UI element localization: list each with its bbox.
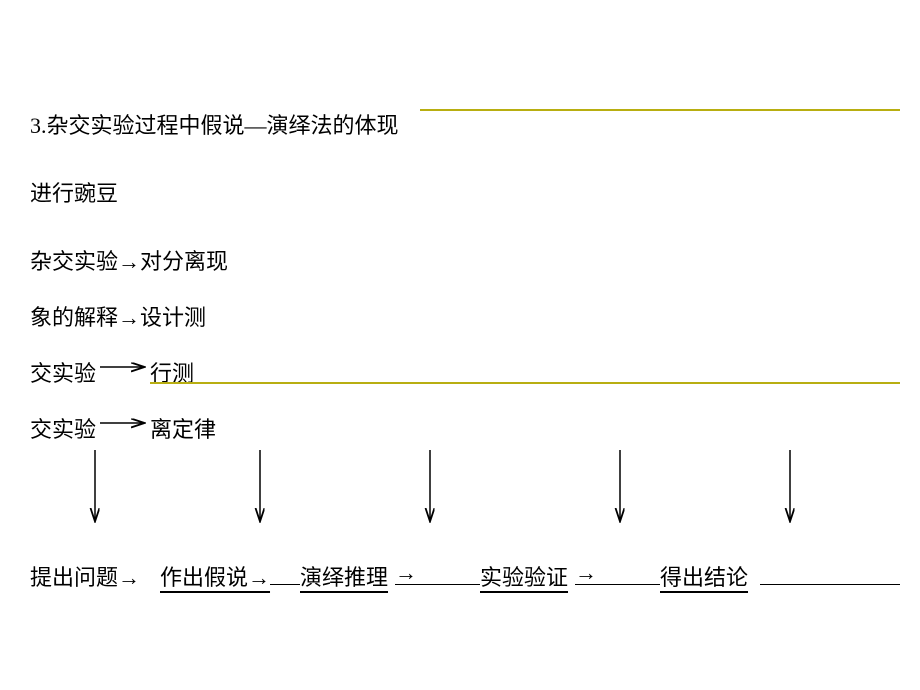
bottom-item-3: 实验验证: [480, 560, 568, 592]
bottom-item-0: 作出假说→: [160, 560, 270, 592]
bottom-arrow-2: →: [395, 560, 417, 586]
bottom-gap-underline-1: [395, 584, 480, 585]
bottom-item-5: 得出结论: [660, 560, 748, 592]
bottom-arrow-4: →: [575, 560, 597, 586]
bottom-trail-underline: [760, 584, 900, 585]
bottom-lead: 提出问题→: [30, 560, 140, 592]
bottom-gap-underline-2: [575, 584, 660, 585]
bottom-item-1: 演绎推理: [300, 560, 388, 592]
bottom-gap-underline-0: [270, 584, 300, 585]
